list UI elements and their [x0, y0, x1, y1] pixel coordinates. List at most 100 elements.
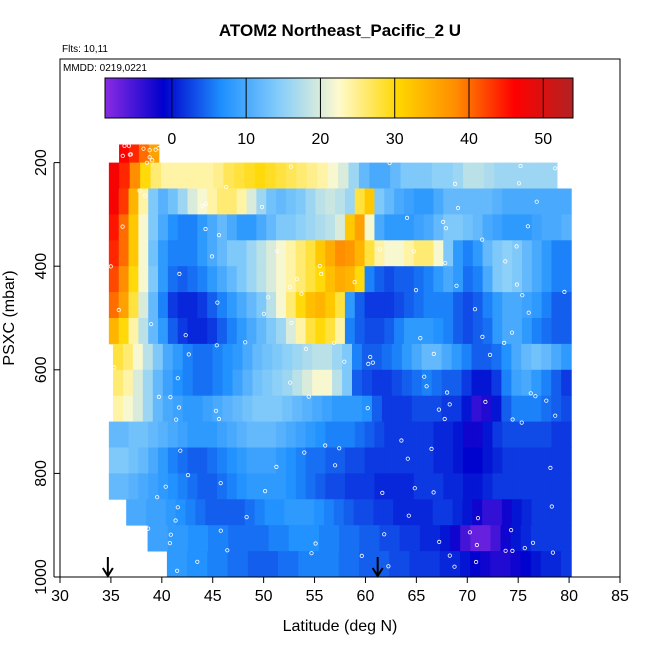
heatmap-cell: [218, 525, 229, 552]
observation-point: [533, 394, 538, 399]
heatmap-cell: [423, 240, 435, 267]
heatmap-cell: [227, 551, 239, 578]
heatmap-cell: [481, 343, 493, 371]
heatmap-cell: [118, 292, 130, 319]
heatmap-cell: [384, 266, 395, 293]
heatmap-cell: [207, 240, 218, 267]
heatmap-cell: [197, 292, 208, 319]
heatmap-cell: [491, 395, 502, 422]
heatmap-cell: [128, 144, 140, 163]
heatmap-cell: [443, 318, 454, 345]
observation-point: [501, 340, 507, 345]
heatmap-cell: [501, 499, 513, 526]
heatmap-cell: [215, 499, 226, 526]
heatmap-cell: [403, 318, 415, 345]
colorbar-frame: [104, 77, 574, 119]
heatmap-cell: [266, 292, 277, 319]
heatmap-cell: [492, 421, 503, 448]
observation-point: [548, 465, 553, 470]
heatmap-cell: [491, 369, 502, 397]
observation-point: [149, 321, 154, 327]
observation-point: [424, 384, 429, 389]
observation-point: [516, 181, 522, 186]
heatmap-cell: [361, 343, 373, 371]
heatmap-cell: [482, 473, 494, 500]
heatmap-cell: [252, 395, 263, 422]
heatmap-cell: [167, 266, 179, 293]
heatmap-cell: [561, 525, 572, 552]
observation-point: [508, 527, 514, 533]
heatmap-cell: [247, 551, 259, 578]
heatmap-cell: [138, 292, 149, 319]
x-tick-label-11: 85: [611, 588, 629, 605]
heatmap-cell: [128, 240, 139, 267]
heatmap-cell: [433, 188, 444, 215]
heatmap-cell: [561, 343, 572, 371]
observation-point: [365, 405, 370, 411]
heatmap-cell: [228, 525, 239, 552]
heatmap-cell: [379, 162, 391, 189]
heatmap-cell: [315, 240, 326, 267]
heatmap-cell: [453, 421, 464, 448]
heatmap-cell: [472, 473, 484, 500]
observation-point: [155, 495, 160, 500]
y-tick-label-0: 200: [33, 149, 50, 176]
heatmap-cell: [413, 214, 425, 241]
heatmap-cell: [342, 343, 353, 371]
heatmap-cell: [236, 292, 248, 319]
heatmap-cell: [138, 318, 149, 345]
observation-point: [120, 153, 125, 158]
heatmap-cell: [354, 421, 366, 448]
heatmap-cell: [344, 292, 356, 319]
heatmap-cell: [108, 421, 120, 448]
heatmap-cell: [197, 318, 208, 345]
heatmap-cell: [177, 421, 189, 448]
heatmap-cell: [268, 525, 280, 552]
heatmap-cell: [112, 369, 124, 397]
heatmap-cell: [419, 525, 431, 552]
heatmap-cell: [167, 214, 179, 241]
heatmap-cell: [462, 421, 474, 448]
heatmap-cell: [138, 144, 150, 163]
heatmap-cell: [541, 499, 552, 526]
colorbar-ticks: [171, 78, 544, 118]
heatmap-cell: [308, 525, 320, 552]
heatmap-cell: [325, 266, 336, 293]
observation-point: [120, 224, 125, 229]
heatmap-cell: [462, 214, 474, 241]
heatmap-cell: [138, 240, 149, 267]
dates-subtitle: MMDD: 0219,0221: [63, 63, 147, 74]
heatmap-cell: [315, 292, 326, 319]
observation-point: [126, 143, 131, 148]
observation-point: [216, 416, 222, 422]
heatmap-cell: [256, 473, 267, 500]
heatmap-cell: [421, 369, 433, 397]
heatmap-cell: [394, 318, 405, 345]
observation-point: [218, 480, 223, 486]
heatmap-cell: [148, 240, 159, 267]
heatmap-cell: [140, 162, 152, 189]
heatmap-cell: [284, 499, 295, 526]
heatmap-cell: [482, 266, 494, 293]
heatmap-cell: [492, 188, 503, 215]
heatmap-cell: [187, 551, 198, 578]
heatmap-cell: [352, 369, 363, 397]
heatmap-cell: [482, 292, 494, 319]
heatmap-cell: [322, 395, 333, 422]
heatmap-cell: [246, 188, 258, 215]
heatmap-cell: [441, 395, 453, 422]
heatmap-cell: [501, 343, 512, 371]
heatmap-cell: [217, 447, 228, 474]
heatmap-cell: [335, 473, 346, 500]
heatmap-cell: [433, 214, 444, 241]
heatmap-cell: [158, 447, 169, 474]
heatmap-cell: [246, 447, 258, 474]
heatmap-cell: [361, 369, 373, 397]
observation-points: [108, 143, 567, 573]
heatmap-cell: [433, 240, 444, 267]
heatmap-cell: [237, 551, 249, 578]
heatmap-cell: [246, 292, 258, 319]
heatmap-cell: [541, 421, 553, 448]
x-tick-label-10: 80: [560, 588, 578, 605]
